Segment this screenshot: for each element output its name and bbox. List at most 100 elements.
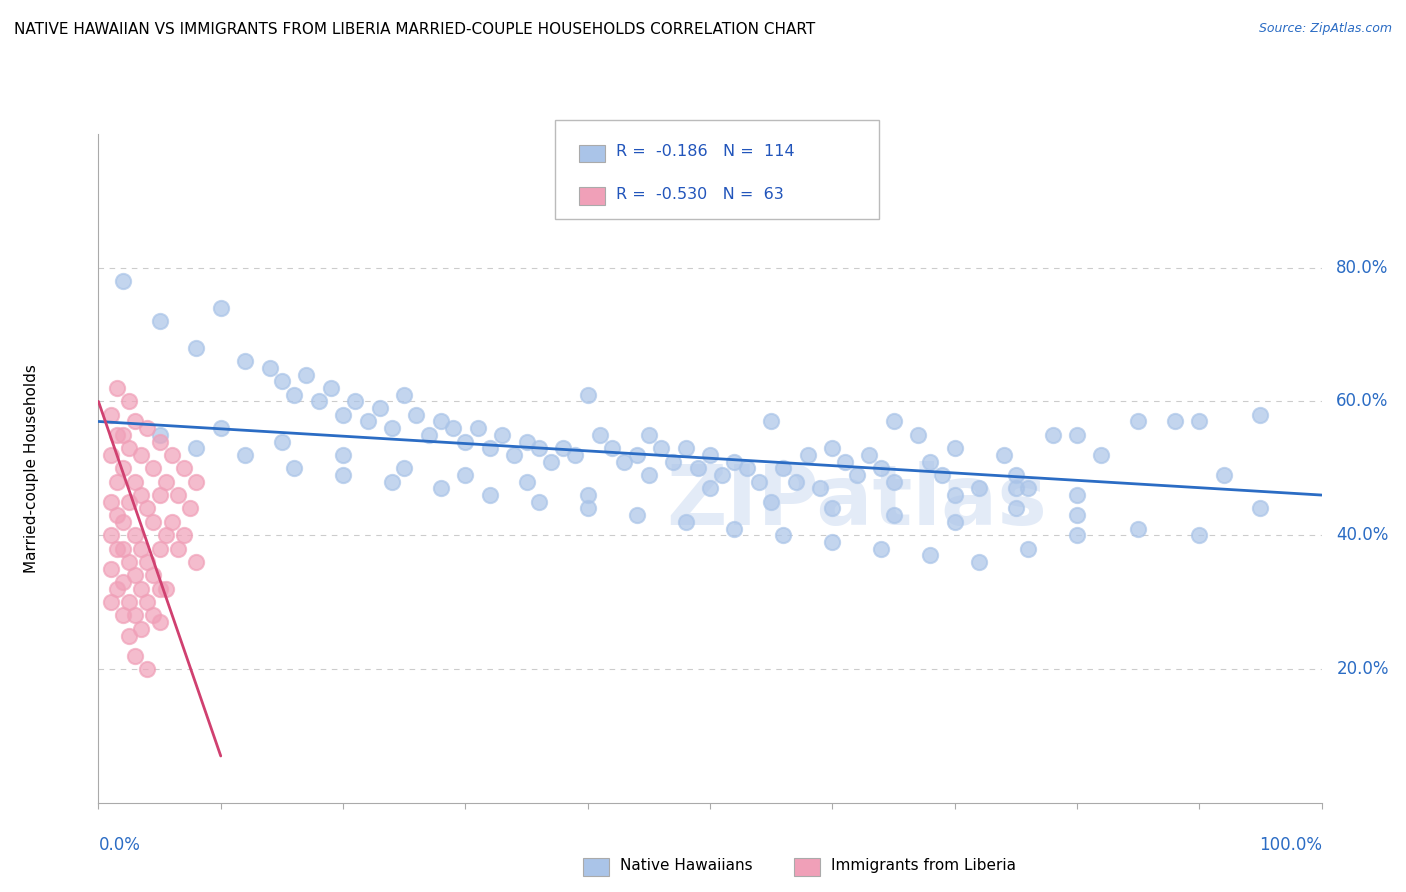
Point — [1212, 468, 1234, 483]
Point — [516, 434, 538, 449]
Point — [233, 448, 256, 462]
Point — [613, 455, 636, 469]
Text: NATIVE HAWAIIAN VS IMMIGRANTS FROM LIBERIA MARRIED-COUPLE HOUSEHOLDS CORRELATION: NATIVE HAWAIIAN VS IMMIGRANTS FROM LIBER… — [14, 22, 815, 37]
Point — [1250, 408, 1272, 422]
Text: Source: ZipAtlas.com: Source: ZipAtlas.com — [1258, 22, 1392, 36]
Point — [149, 615, 172, 630]
Point — [179, 501, 201, 516]
Text: Immigrants from Liberia: Immigrants from Liberia — [831, 858, 1017, 872]
Point — [100, 562, 122, 576]
Point — [1188, 415, 1211, 429]
Point — [553, 442, 575, 456]
Point — [149, 428, 172, 442]
Point — [467, 421, 489, 435]
Point — [858, 448, 880, 462]
Text: Native Hawaiians: Native Hawaiians — [620, 858, 752, 872]
Point — [920, 455, 942, 469]
Point — [332, 408, 354, 422]
Point — [430, 415, 453, 429]
Point — [155, 582, 177, 596]
Point — [600, 442, 623, 456]
Text: Married-couple Households: Married-couple Households — [24, 364, 38, 573]
Point — [699, 448, 721, 462]
Point — [1164, 415, 1187, 429]
Point — [142, 461, 165, 475]
Point — [111, 575, 134, 590]
Point — [105, 541, 128, 556]
Text: 60.0%: 60.0% — [1336, 392, 1389, 410]
Point — [418, 428, 440, 442]
Text: 80.0%: 80.0% — [1336, 259, 1389, 277]
Point — [160, 515, 183, 529]
Point — [576, 501, 599, 516]
Point — [1066, 428, 1088, 442]
Point — [761, 415, 783, 429]
Point — [441, 421, 464, 435]
Point — [136, 501, 159, 516]
Point — [270, 375, 294, 389]
Point — [637, 468, 661, 483]
Point — [883, 475, 905, 489]
Point — [675, 442, 697, 456]
Point — [589, 428, 612, 442]
Text: 40.0%: 40.0% — [1336, 526, 1389, 544]
Point — [111, 274, 134, 288]
Point — [1188, 528, 1211, 542]
Point — [129, 488, 152, 502]
Point — [173, 461, 195, 475]
Point — [821, 442, 844, 456]
Point — [259, 361, 281, 376]
Point — [626, 448, 648, 462]
Point — [675, 515, 697, 529]
Point — [105, 508, 128, 523]
Point — [142, 515, 165, 529]
Point — [319, 381, 342, 395]
Point — [637, 428, 661, 442]
Point — [430, 482, 453, 496]
Point — [105, 475, 128, 489]
Point — [943, 442, 966, 456]
Point — [392, 388, 416, 402]
Text: R =  -0.530   N =  63: R = -0.530 N = 63 — [616, 187, 783, 202]
Point — [173, 528, 195, 542]
Point — [454, 468, 477, 483]
Point — [1128, 415, 1150, 429]
Point — [761, 494, 783, 508]
Point — [516, 475, 538, 489]
Point — [834, 455, 856, 469]
Point — [540, 455, 562, 469]
Point — [149, 541, 172, 556]
Point — [332, 468, 354, 483]
Point — [870, 541, 893, 556]
Point — [186, 475, 208, 489]
Point — [155, 475, 177, 489]
Point — [883, 508, 905, 523]
Point — [1090, 448, 1112, 462]
Point — [129, 448, 152, 462]
Point — [870, 461, 893, 475]
Point — [118, 494, 141, 508]
Point — [124, 608, 146, 623]
Point — [105, 582, 128, 596]
Point — [1250, 501, 1272, 516]
Point — [136, 555, 159, 569]
Point — [283, 461, 305, 475]
Point — [100, 494, 122, 508]
Point — [564, 448, 586, 462]
Point — [723, 455, 745, 469]
Text: 20.0%: 20.0% — [1336, 660, 1389, 678]
Point — [576, 488, 599, 502]
Point — [883, 415, 905, 429]
Point — [142, 608, 165, 623]
Point — [1066, 528, 1088, 542]
Point — [735, 461, 758, 475]
Point — [626, 508, 648, 523]
Point — [167, 488, 190, 502]
Point — [105, 428, 128, 442]
Point — [1017, 482, 1039, 496]
Point — [907, 428, 929, 442]
Point — [100, 528, 122, 542]
Point — [797, 448, 820, 462]
Point — [160, 448, 183, 462]
Point — [186, 341, 208, 355]
